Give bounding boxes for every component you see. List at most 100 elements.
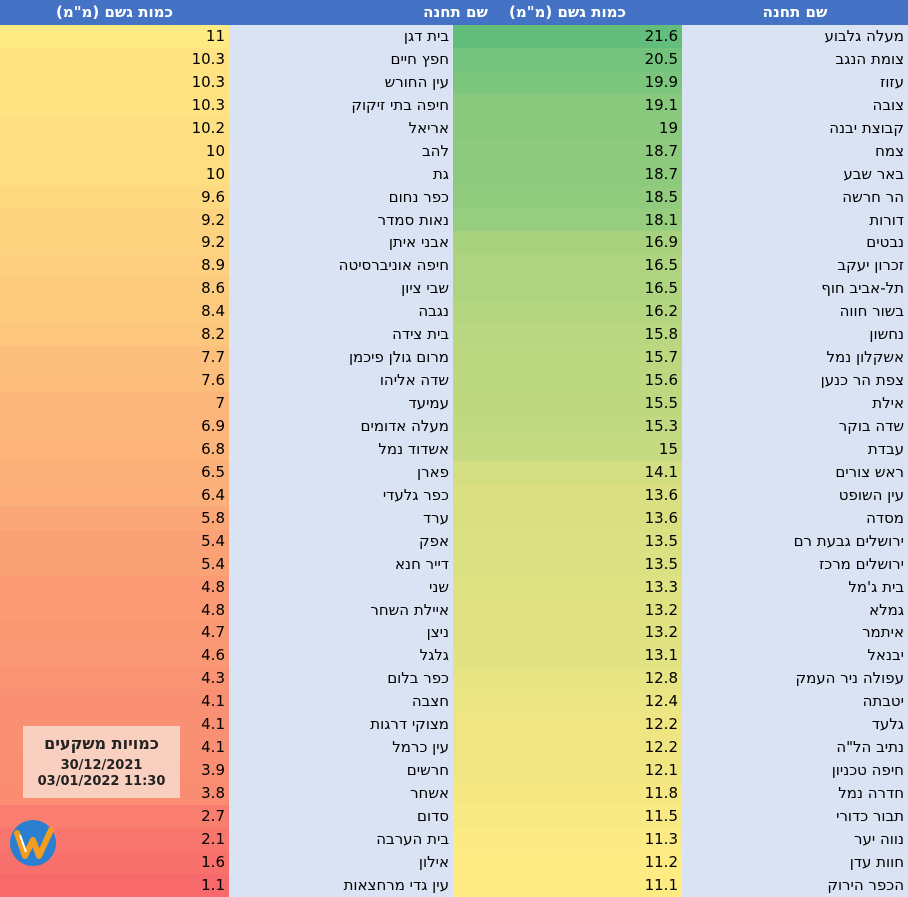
right-amount-cell: 15.8 — [453, 323, 682, 347]
right-station-cell: עזוז — [682, 70, 908, 95]
left-amount-cell: 8.2 — [0, 323, 229, 347]
right-station-cell: חוות עדן — [682, 850, 908, 875]
left-amount-cell: 6.8 — [0, 437, 229, 462]
left-amount-cell: 9.2 — [0, 208, 229, 232]
left-amount-cell: 7.6 — [0, 369, 229, 393]
right-amount-cell: 16.5 — [453, 277, 682, 301]
w-logo-icon — [10, 820, 56, 866]
left-station-cell: פארן — [229, 460, 453, 485]
right-station-cell: אילת — [682, 392, 908, 416]
right-amount-cell: 16.2 — [453, 300, 682, 324]
right-station-cell: צובה — [682, 93, 908, 118]
left-station-cell: כפר נחום — [229, 185, 453, 210]
badge-title: כמויות משקעים — [44, 734, 159, 753]
left-station-cell: חרשים — [229, 759, 453, 783]
left-amount-cell: 10.2 — [0, 116, 229, 141]
badge-date-from: 30/12/2021 — [60, 758, 143, 773]
right-station-cell: נבטים — [682, 231, 908, 255]
right-amount-cell: 13.5 — [453, 529, 682, 554]
left-amount-cell: 9.6 — [0, 185, 229, 210]
right-amount-cell: 12.2 — [453, 736, 682, 760]
right-station-cell: יבנאל — [682, 644, 908, 668]
left-amount-cell: 8.9 — [0, 254, 229, 278]
left-station-cell: נאות סמדר — [229, 208, 453, 232]
left-station-cell: גלגל — [229, 644, 453, 668]
left-station-cell: סדום — [229, 804, 453, 829]
left-station-cell: עין גדי מרחצאות — [229, 873, 453, 897]
right-amount-cell: 15.5 — [453, 392, 682, 416]
right-station-cell: בית ג'מל — [682, 575, 908, 599]
right-amount-cell: 13.2 — [453, 621, 682, 645]
left-amount-cell: 5.4 — [0, 529, 229, 554]
right-station-cell: קבוצת יבנה — [682, 116, 908, 141]
left-station-cell: עין החורש — [229, 70, 453, 95]
left-station-cell: חיפה בתי זיקוק — [229, 93, 453, 118]
right-station-cell: נתיב הל"ה — [682, 736, 908, 760]
left-amount-cell: 7.7 — [0, 346, 229, 370]
left-amount-cell: 10 — [0, 162, 229, 187]
left-station-cell: נגבה — [229, 300, 453, 324]
right-amount-cell: 19 — [453, 116, 682, 141]
left-amount-cell: 7 — [0, 392, 229, 416]
right-station-cell: ירושלים מרכז — [682, 552, 908, 577]
left-station-cell: חפץ חיים — [229, 47, 453, 72]
rainfall-period-badge: כמויות משקעים 30/12/2021 03/01/2022 11:3… — [23, 726, 180, 798]
right-station-cell: מעלה גלבוע — [682, 25, 908, 49]
left-station-cell: אשדוד נמל — [229, 437, 453, 462]
left-amount-cell: 10.3 — [0, 93, 229, 118]
right-station-cell: צפת הר כנען — [682, 369, 908, 393]
right-amount-cell: 11.1 — [453, 873, 682, 897]
right-station-cell: חדרה נמל — [682, 782, 908, 806]
left-station-cell: אריאל — [229, 116, 453, 141]
header-right-station: שם תחנה — [762, 3, 828, 21]
right-amount-cell: 11.8 — [453, 782, 682, 806]
right-station-cell: ראש צורים — [682, 460, 908, 485]
right-amount-cell: 16.9 — [453, 231, 682, 255]
left-station-cell: כפר גלעדי — [229, 483, 453, 508]
left-station-cell: ערד — [229, 506, 453, 531]
left-amount-cell: 2.1 — [0, 827, 229, 852]
right-amount-cell: 18.7 — [453, 139, 682, 164]
left-amount-cell: 4.6 — [0, 644, 229, 668]
right-station-cell: תבור כדורי — [682, 804, 908, 829]
left-amount-cell: 11 — [0, 25, 229, 49]
left-station-cell: חצבה — [229, 690, 453, 714]
badge-date-to: 03/01/2022 11:30 — [37, 774, 166, 789]
right-station-cell: נחשון — [682, 323, 908, 347]
right-amount-cell: 13.5 — [453, 552, 682, 577]
right-station-cell: שדה בוקר — [682, 414, 908, 439]
right-station-cell: דורות — [682, 208, 908, 232]
table-header: כמות גשם (מ"מ) שם תחנה כמות גשם (מ"מ) שם… — [0, 0, 908, 25]
right-amount-cell: 18.7 — [453, 162, 682, 187]
right-station-cell: צומת הנגב — [682, 47, 908, 72]
left-amount-cell: 4.1 — [0, 690, 229, 714]
right-station-cell: אשקלון נמל — [682, 346, 908, 370]
left-amount-cell: 5.8 — [0, 506, 229, 531]
left-amount-cell: 6.9 — [0, 414, 229, 439]
right-amount-cell: 20.5 — [453, 47, 682, 72]
right-station-cell: הר חרשה — [682, 185, 908, 210]
right-amount-cell: 19.9 — [453, 70, 682, 95]
right-station-cell: גמלא — [682, 598, 908, 622]
left-station-cell: אבני איתן — [229, 231, 453, 255]
right-station-cell: יטבתה — [682, 690, 908, 714]
right-amount-cell: 13.3 — [453, 575, 682, 599]
left-station-cell: כפר בלום — [229, 667, 453, 691]
left-amount-cell: 4.7 — [0, 621, 229, 645]
left-station-cell: מעלה אדומים — [229, 414, 453, 439]
left-station-cell: בית הערבה — [229, 827, 453, 852]
left-station-cell: בית צידה — [229, 323, 453, 347]
right-station-cell: באר שבע — [682, 162, 908, 187]
right-amount-cell: 19.1 — [453, 93, 682, 118]
right-station-cell: איתמר — [682, 621, 908, 645]
left-amount-cell: 10.3 — [0, 47, 229, 72]
right-amount-cell: 14.1 — [453, 460, 682, 485]
right-station-cell: מסדה — [682, 506, 908, 531]
left-amount-cell: 8.4 — [0, 300, 229, 324]
right-amount-cell: 15.3 — [453, 414, 682, 439]
right-amount-cell: 12.8 — [453, 667, 682, 691]
right-amount-cell: 16.5 — [453, 254, 682, 278]
right-amount-cell: 13.1 — [453, 644, 682, 668]
right-amount-cell: 15.7 — [453, 346, 682, 370]
left-amount-cell: 10 — [0, 139, 229, 164]
